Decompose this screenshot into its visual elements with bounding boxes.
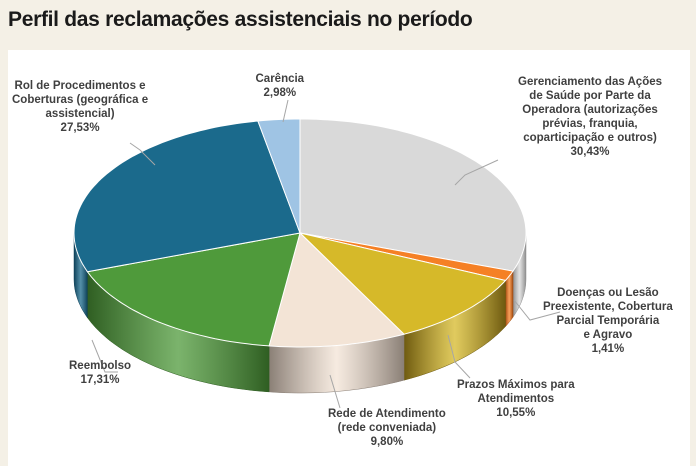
slice-label-line: Parcial Temporária <box>556 315 660 327</box>
slice-label: Prazos Máximos para Atendimentos 10,55% <box>457 378 575 420</box>
slice-label-line: de Saúde por Parte da <box>529 90 651 102</box>
slice-label-line: Gerenciamento das Ações <box>518 76 663 88</box>
slice-label: Reembolso 17,31% <box>69 359 131 387</box>
slice-label-line: Prazos Máximos para <box>457 379 575 391</box>
slice-value: 17,31% <box>80 374 120 386</box>
slice-label-line: coparticipação e outros) <box>523 132 657 144</box>
slice-value: 30,43% <box>570 146 610 158</box>
slice-label: Rol de Procedimentos e Coberturas (geográ… <box>12 79 148 135</box>
leader-line <box>282 99 289 123</box>
slice-label-line: e Agravo <box>583 329 633 341</box>
slice-label-line: Coberturas (geográfica e <box>12 94 149 106</box>
pie-slice <box>73 120 301 273</box>
slice-label: Gerenciamento das Ações de Saúde por Part… <box>518 75 662 159</box>
slice-label: Carência 2,98% <box>256 72 305 100</box>
pie-slice <box>257 118 301 234</box>
slice-label-line: Preexistente, Cobertura <box>543 301 673 313</box>
leader-line <box>129 142 156 166</box>
leader-line <box>447 334 471 379</box>
slice-label-line: Doenças ou Lesão <box>557 287 659 299</box>
slice-value: 1,41% <box>591 343 625 355</box>
slice-label-line: Carência <box>255 73 305 85</box>
slice-label-line: prévias, franquia, <box>542 118 638 130</box>
pie-slice <box>268 232 405 348</box>
slice-value: 2,98% <box>263 87 297 99</box>
slice-value: 9,80% <box>370 436 404 448</box>
pie-slice <box>299 118 527 272</box>
leader-line <box>513 299 561 321</box>
slice-value: 10,55% <box>496 407 536 419</box>
chart-title: Perfil das reclamações assistenciais no … <box>8 8 473 31</box>
slice-label-line: assistencial) <box>45 108 115 120</box>
slice-label-line: (rede conveniada) <box>337 422 437 434</box>
leader-line <box>454 159 499 186</box>
slice-label-line: Rol de Procedimentos e <box>14 80 146 92</box>
leader-line <box>329 374 341 409</box>
slice-label: Doenças ou Lesão Preexistente, Cobertura P… <box>543 286 673 356</box>
slice-label-line: Atendimentos <box>477 393 555 405</box>
pie-slice <box>298 232 507 335</box>
slice-label-line: Reembolso <box>69 360 131 372</box>
slice-label-line: Operadora (autorizações <box>522 104 658 116</box>
slice-label-line: Rede de Atendimento <box>328 408 446 420</box>
slice-label: Rede de Atendimento (rede conveniada) 9,80… <box>328 407 446 449</box>
slice-value: 27,53% <box>60 122 100 134</box>
pie-slice <box>86 232 301 347</box>
leader-line <box>91 339 118 373</box>
